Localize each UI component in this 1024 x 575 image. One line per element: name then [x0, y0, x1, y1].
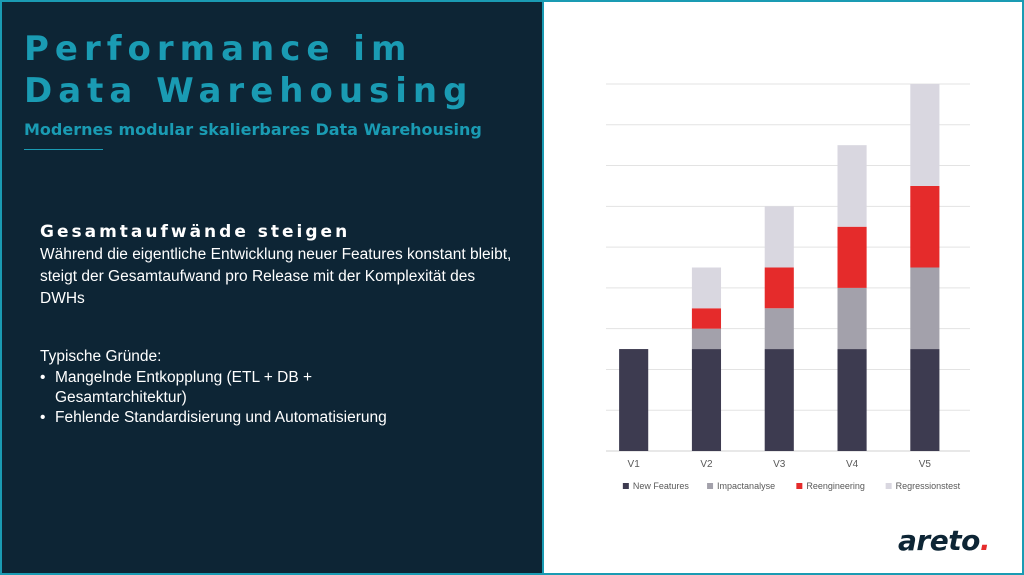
reasons-list: • Mangelnde Entkopplung (ETL + DB + Gesam… [40, 368, 400, 428]
bullet-icon: • [40, 369, 46, 386]
legend-label: Regressionstest [896, 481, 961, 491]
slide-subtitle: Modernes modular skalierbares Data Wareh… [24, 120, 482, 139]
x-tick-label: V2 [700, 459, 713, 470]
legend-label: New Features [633, 481, 690, 491]
bar-segment [691, 349, 722, 451]
legend-label: Reengineering [806, 481, 865, 491]
bar-segment [837, 226, 867, 288]
bar-segment [764, 308, 794, 350]
reasons-heading: Typische Gründe: [40, 348, 162, 365]
panel-divider [542, 2, 544, 573]
legend-swatch [796, 483, 803, 489]
effort-chart-svg: V1 V2 V3 V4 V5 New Features Impactanalyse Reeng… [606, 83, 970, 491]
bar-segment [764, 206, 794, 268]
reason-text: Mangelnde Entkopplung (ETL + DB + Gesamt… [55, 369, 313, 406]
bar-segment [691, 267, 722, 309]
bar-segment [910, 185, 940, 268]
legend-swatch [622, 483, 629, 489]
areto-logo: areto. [898, 524, 990, 557]
legend-swatch [707, 483, 714, 489]
reason-text: Fehlende Standardisierung und Automatisi… [55, 409, 387, 426]
section-heading: Gesamtaufwände steigen [40, 222, 351, 242]
logo-dot: . [979, 524, 991, 557]
bar-segment [764, 349, 794, 451]
x-tick-label: V4 [846, 459, 859, 470]
legend-swatch [885, 483, 892, 489]
bar-segment [619, 349, 649, 451]
left-panel [2, 2, 542, 573]
bar-segment [837, 287, 867, 350]
bar-segment [691, 308, 722, 329]
reason-item: • Fehlende Standardisierung und Automatis… [40, 408, 400, 428]
bar-segment [691, 328, 722, 350]
bar-segment [764, 267, 794, 309]
bar-segment [910, 84, 940, 186]
bar-segment [910, 349, 940, 451]
bar-segment [837, 145, 867, 227]
accent-rule [24, 149, 103, 150]
legend-label: Impactanalyse [717, 481, 775, 491]
bar-segment [910, 267, 940, 350]
effort-chart: V1 V2 V3 V4 V5 New Features Impactanalyse Reeng… [590, 80, 990, 500]
slide-title-line-2: Data Warehousing [24, 71, 474, 111]
bullet-icon: • [40, 409, 46, 426]
x-tick-label: V5 [919, 459, 932, 470]
x-tick-label: V3 [773, 459, 786, 470]
slide-title-line-1: Performance im [24, 29, 413, 69]
reason-item: • Mangelnde Entkopplung (ETL + DB + Gesam… [40, 368, 400, 408]
x-tick-label: V1 [628, 459, 641, 470]
slide-title: Performance im Data Warehousing [24, 28, 473, 112]
section-body: Während die eigentliche Entwicklung neue… [40, 246, 512, 307]
logo-text: areto [898, 524, 980, 557]
bar-segment [837, 349, 867, 451]
